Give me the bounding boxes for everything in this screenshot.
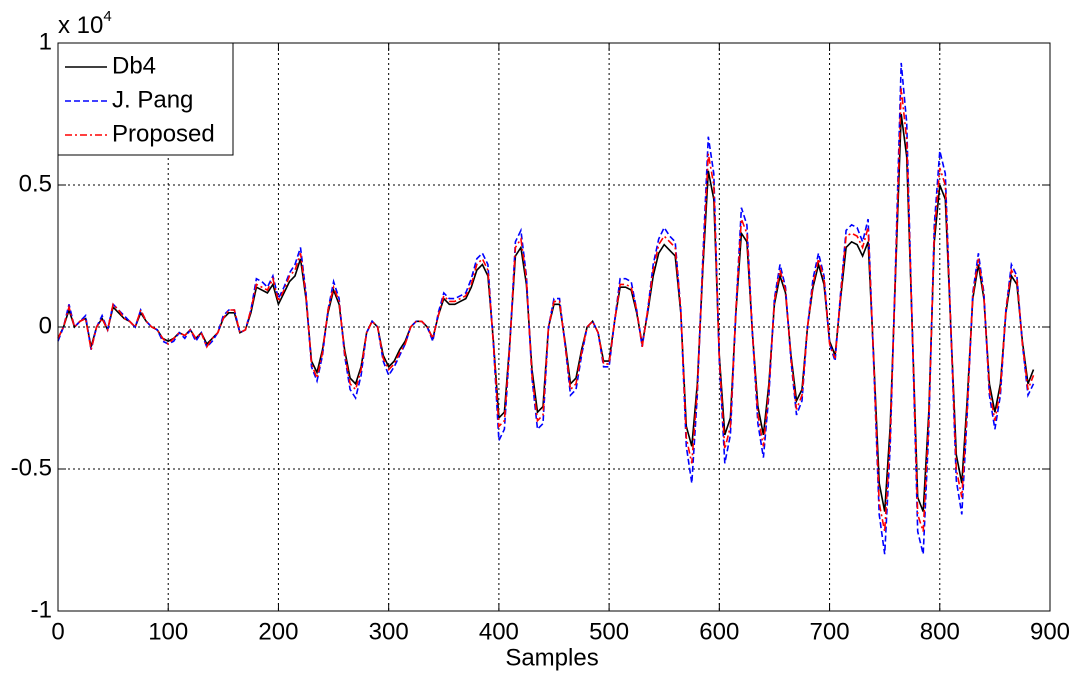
x-tick-label: 100	[148, 618, 188, 645]
plot-frame	[57, 42, 1051, 612]
x-tick-label: 400	[479, 618, 519, 645]
y-tick-label: 0.5	[19, 170, 52, 197]
line-series	[57, 88, 1035, 532]
legend-box	[57, 42, 234, 156]
y-multiplier-exponent: 4	[103, 8, 111, 25]
legend-label: Db4	[112, 52, 156, 79]
legend-label: J. Pang	[112, 86, 193, 113]
x-tick-label: 0	[51, 618, 64, 645]
y-tick-label: 1	[39, 28, 52, 55]
x-tick-label: 500	[589, 618, 629, 645]
y-tick-label: -0.5	[11, 454, 52, 481]
x-tick-label: 900	[1030, 618, 1070, 645]
y-multiplier: x 104	[58, 8, 112, 39]
y-tick-label: -1	[31, 596, 52, 623]
x-tick-label: 700	[810, 618, 850, 645]
x-tick-label: 600	[699, 618, 739, 645]
x-tick-label: 200	[258, 618, 298, 645]
y-multiplier-base: x 10	[58, 12, 103, 39]
legend-label: Proposed	[112, 120, 215, 147]
x-tick-label: 800	[920, 618, 960, 645]
y-tick-label: 0	[39, 312, 52, 339]
x-tick-label: 300	[369, 618, 409, 645]
x-axis-label: Samples	[505, 644, 598, 671]
